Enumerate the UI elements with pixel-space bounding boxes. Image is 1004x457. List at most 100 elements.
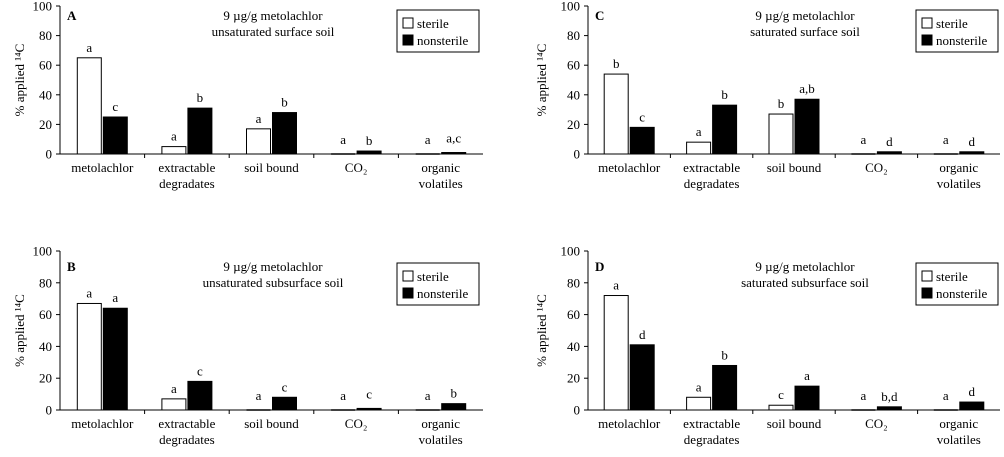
x-tick-label: volatiles [419,432,463,447]
bar-nonsterile [876,406,902,411]
significance-label: a [256,388,262,403]
significance-label: d [969,384,976,399]
bar-nonsterile [356,407,382,411]
bar-sterile [686,396,712,411]
y-axis-label: % applied ¹⁴C [12,294,27,367]
bar-sterile [161,146,187,155]
legend-label: sterile [936,16,968,31]
significance-label: a [696,124,702,139]
significance-label: a [804,368,810,383]
significance-label: a [171,129,177,144]
x-tick-label: CO₂ [865,416,888,431]
bar-nonsterile [102,307,128,411]
legend: sterile nonsterile [915,262,999,306]
legend: sterile nonsterile [915,9,999,53]
y-tick-label: 20 [567,371,580,386]
x-tick-label: CO₂ [345,416,368,431]
x-tick-label: metolachlor [598,160,661,175]
bar-sterile [686,141,712,155]
significance-label: a,c [446,131,461,146]
legend: sterile nonsterile [396,9,480,53]
bar-sterile [603,295,629,411]
panel-letter: C [595,8,604,23]
significance-label: a [425,388,431,403]
chart-title: 9 µg/g metolachlor [755,8,855,23]
x-tick-label: degradates [159,432,215,447]
x-tick-label: metolachlor [71,160,134,175]
y-tick-label: 40 [39,339,52,354]
panel-letter: A [67,8,77,23]
y-tick-label: 40 [39,87,52,102]
bar-nonsterile [187,380,213,411]
chart-title: 9 µg/g metolachlor [755,259,855,274]
chart-title: saturated surface soil [750,24,860,39]
y-tick-label: 60 [39,307,52,322]
x-tick-label: soil bound [244,160,299,175]
x-tick-label: extractable [158,160,215,175]
legend-label: sterile [417,16,449,31]
bar-nonsterile [959,401,985,411]
legend-swatch [921,17,933,29]
bar-nonsterile [794,98,820,155]
bar-sterile [76,57,102,155]
bar-nonsterile [187,107,213,155]
y-tick-label: 40 [567,339,580,354]
bar-sterile [768,404,794,411]
x-tick-label: metolachlor [598,416,661,431]
significance-label: b [281,95,288,110]
legend-label: nonsterile [417,33,468,48]
bar-sterile [768,113,794,155]
bar-nonsterile [441,403,467,411]
y-tick-label: 20 [39,117,52,132]
chart-title: unsaturated subsurface soil [203,275,344,290]
x-tick-label: degradates [159,176,215,191]
significance-label: b [613,56,620,71]
legend-label: nonsterile [417,286,468,301]
y-axis-label: % applied ¹⁴C [12,44,27,117]
x-tick-label: CO₂ [865,160,888,175]
significance-label: c [282,379,288,394]
significance-label: a [340,132,346,147]
significance-label: a [86,40,92,55]
x-tick-label: organic [421,416,460,431]
legend-label: nonsterile [936,286,987,301]
x-tick-label: degradates [684,176,740,191]
legend-swatch [921,287,933,299]
significance-label: a [943,388,949,403]
bar-nonsterile [272,112,297,155]
y-tick-label: 80 [39,275,52,290]
bar-sterile [76,302,102,411]
x-tick-label: extractable [158,416,215,431]
y-tick-label: 40 [567,87,580,102]
x-tick-label: organic [939,416,978,431]
y-tick-label: 0 [46,403,53,418]
chart-title: unsaturated surface soil [212,24,335,39]
x-tick-label: soil bound [767,160,822,175]
significance-label: a [696,379,702,394]
y-tick-label: 80 [39,28,52,43]
x-tick-label: extractable [683,160,740,175]
significance-label: b [721,87,728,102]
bar-nonsterile [876,151,902,155]
bar-nonsterile [441,152,467,155]
bar-sterile [161,398,187,411]
significance-label: d [639,327,646,342]
x-tick-label: metolachlor [71,416,134,431]
x-tick-label: volatiles [937,176,981,191]
bar-nonsterile [629,126,655,155]
bar-sterile [603,73,629,155]
y-tick-label: 20 [567,117,580,132]
chart-title: 9 µg/g metolachlor [223,259,323,274]
y-tick-label: 60 [39,58,52,73]
bar-nonsterile [102,116,128,155]
legend-swatch [402,17,414,29]
bar-nonsterile [712,104,738,155]
bar-nonsterile [959,151,985,155]
y-tick-label: 0 [574,403,581,418]
x-tick-label: organic [939,160,978,175]
y-tick-label: 20 [39,371,52,386]
significance-label: a [112,290,118,305]
significance-label: b [721,347,728,362]
y-tick-label: 0 [46,147,53,162]
